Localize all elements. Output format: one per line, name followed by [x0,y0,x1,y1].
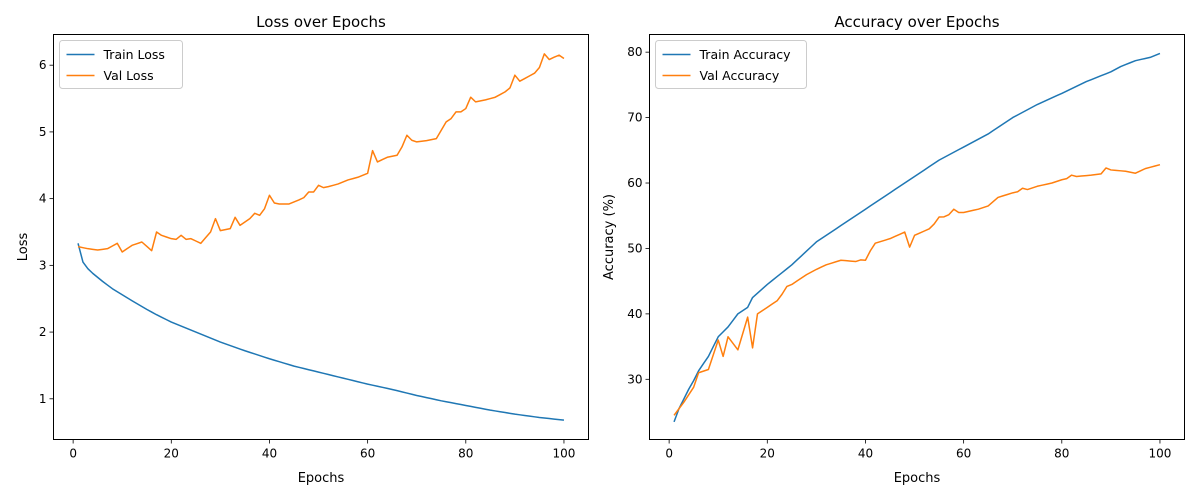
loss-ticks: 0 20 40 60 80 100 1 2 3 4 5 6 [39,58,576,460]
loss-y-tick-label: 3 [39,258,47,272]
loss-legend-train-label: Train Loss [103,47,165,62]
loss-y-tick-label: 4 [39,192,47,206]
accuracy-legend-box [655,40,807,89]
loss-y-tick-label: 2 [39,325,47,339]
loss-x-tick-label: 20 [164,447,179,461]
accuracy-x-tick-label: 20 [760,447,775,461]
loss-x-tick-label: 40 [262,447,277,461]
accuracy-series-train-line [673,52,1161,423]
accuracy-series-val-line [673,163,1161,416]
accuracy-axes-frame [649,34,1185,440]
accuracy-legend-val-label: Val Accuracy [700,68,780,83]
accuracy-panel: Accuracy over Epochs Epochs Accuracy (%)… [602,13,1185,486]
accuracy-y-tick-label: 70 [627,111,642,125]
loss-y-tick-label: 5 [39,125,47,139]
accuracy-y-tick-label: 40 [627,307,642,321]
accuracy-y-tick-label: 80 [627,45,642,59]
loss-y-axis-label: Loss [16,233,31,262]
accuracy-x-axis-label: Epochs [894,471,941,486]
accuracy-y-tick-label: 50 [627,241,642,255]
loss-y-tick-label: 6 [39,58,47,72]
accuracy-y-axis-label: Accuracy (%) [602,194,617,280]
loss-series-layer [77,53,565,421]
loss-x-tick-label: 0 [69,447,77,461]
accuracy-series-layer [673,52,1161,423]
accuracy-chart-title: Accuracy over Epochs [834,13,999,31]
loss-legend: Train Loss Val Loss [59,40,183,89]
accuracy-ticks: 0 20 40 60 80 100 30 40 50 60 70 80 [627,45,1171,460]
accuracy-y-tick-label: 30 [627,372,642,386]
accuracy-legend: Train Accuracy Val Accuracy [655,40,807,89]
accuracy-x-tick-label: 60 [956,447,971,461]
loss-x-axis-label: Epochs [298,471,345,486]
loss-series-train-line [77,243,565,421]
loss-x-tick-label: 80 [458,447,473,461]
loss-axes-frame [53,34,589,440]
accuracy-x-tick-label: 80 [1054,447,1069,461]
loss-chart-title: Loss over Epochs [256,13,386,31]
accuracy-legend-train-label: Train Accuracy [699,47,792,62]
loss-legend-val-label: Val Loss [104,68,154,83]
loss-series-val-line [77,53,565,253]
loss-y-tick-label: 1 [39,392,47,406]
loss-x-tick-label: 100 [553,447,576,461]
accuracy-y-tick-label: 60 [627,176,642,190]
loss-x-tick-label: 60 [360,447,375,461]
accuracy-x-tick-label: 0 [665,447,673,461]
loss-panel: Loss over Epochs Epochs Loss 0 20 40 60 80 10… [16,13,589,486]
accuracy-x-tick-label: 40 [858,447,873,461]
loss-legend-box [59,40,183,89]
accuracy-x-tick-label: 100 [1149,447,1172,461]
